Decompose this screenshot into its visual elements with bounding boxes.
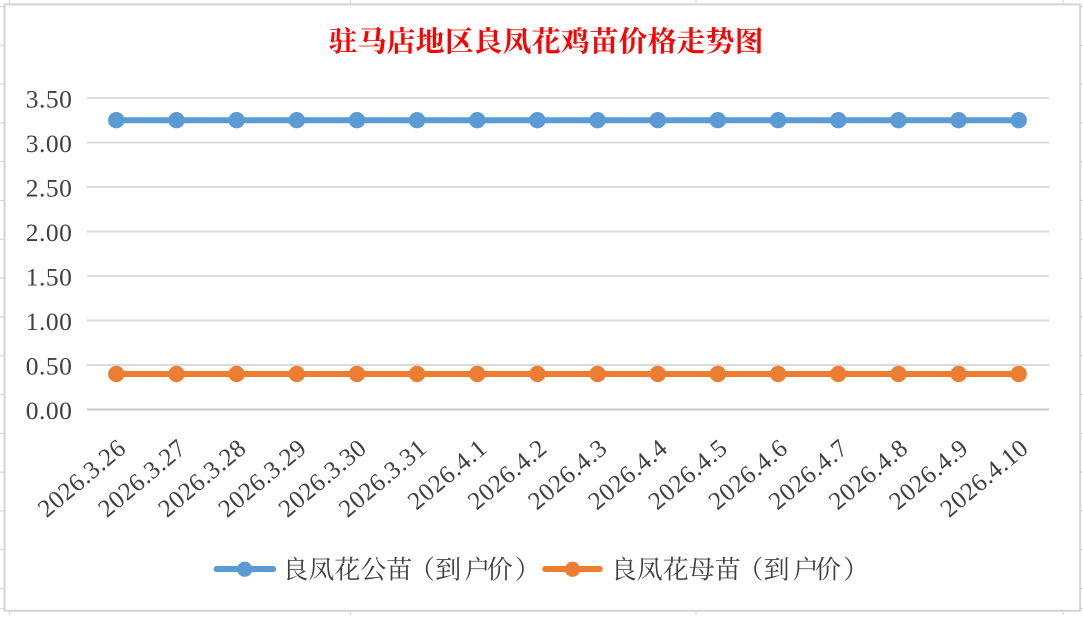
svg-text:1.50: 1.50 [26, 262, 72, 291]
svg-text:0.00: 0.00 [26, 396, 72, 425]
svg-text:1.00: 1.00 [26, 307, 72, 336]
svg-text:2.00: 2.00 [26, 218, 72, 247]
svg-text:0.50: 0.50 [26, 351, 72, 380]
svg-text:3.50: 3.50 [26, 84, 72, 113]
svg-text:2.50: 2.50 [26, 173, 72, 202]
svg-text:3.00: 3.00 [26, 129, 72, 158]
